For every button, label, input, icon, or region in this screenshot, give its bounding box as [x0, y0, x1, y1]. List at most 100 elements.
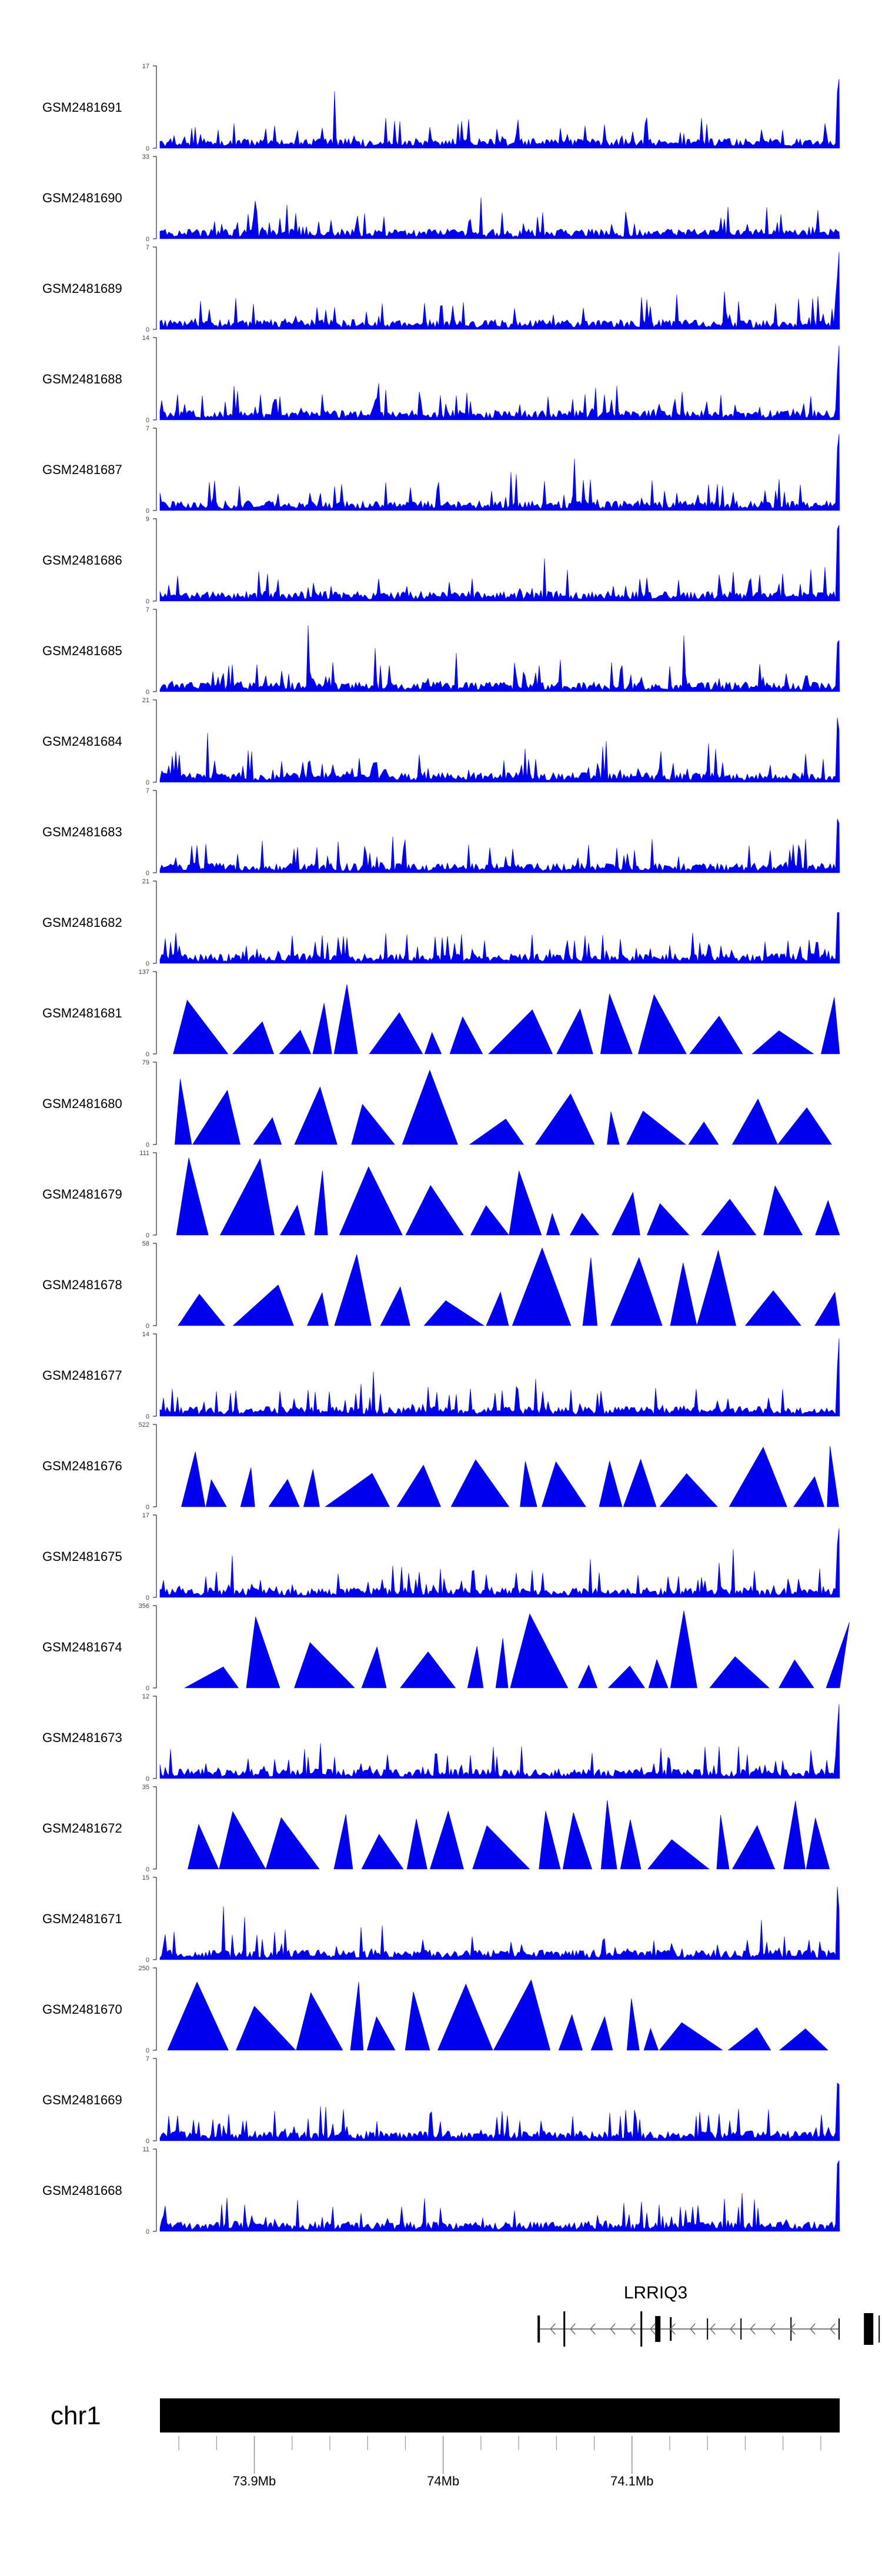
track-GSM2481690: GSM2481690 33 0: [42, 154, 840, 243]
y-max-label: 7: [146, 2056, 149, 2063]
y-max-label: 14: [142, 335, 149, 342]
track-label: GSM2481691: [42, 100, 122, 115]
track-label: GSM2481670: [42, 2002, 122, 2017]
y-max-label: 79: [142, 1059, 149, 1066]
exon-block: [790, 2317, 792, 2341]
x-tick-label: 73.9Mb: [233, 2474, 276, 2488]
y-min-label: 0: [146, 960, 149, 967]
y-min-label: 0: [146, 2047, 149, 2054]
exon-block: [864, 2313, 874, 2345]
track-GSM2481683: GSM2481683 7 0: [42, 788, 840, 877]
signal-area: [184, 1610, 850, 1689]
track-label: GSM2481669: [42, 2093, 122, 2107]
track-label: GSM2481686: [42, 553, 122, 568]
track-GSM2481678: GSM2481678 58 0: [42, 1240, 840, 1330]
signal-area: [178, 1247, 840, 1326]
signal-area: [159, 625, 840, 692]
signal-area: [159, 79, 840, 149]
signal-area: [159, 2083, 840, 2141]
track-GSM2481689: GSM2481689 7 0: [42, 244, 840, 333]
strand-arrow: [590, 2323, 596, 2335]
signal-area: [159, 819, 840, 873]
chromosome-ideogram-track: chr1 73.9Mb 74Mb 74.1Mb: [51, 2398, 840, 2488]
track-label: GSM2481681: [42, 1006, 122, 1020]
exon-block: [640, 2311, 643, 2347]
y-max-label: 7: [146, 788, 149, 795]
y-max-label: 111: [139, 1150, 149, 1157]
y-max-label: 7: [146, 606, 149, 613]
y-min-label: 0: [146, 1504, 149, 1511]
track-label: GSM2481685: [42, 643, 122, 658]
y-min-label: 0: [146, 779, 149, 786]
track-GSM2481676: GSM2481676 522 0: [42, 1422, 839, 1511]
track-label: GSM2481690: [42, 191, 122, 205]
track-GSM2481681: GSM2481681 137 0: [42, 969, 840, 1058]
track-label: GSM2481684: [42, 734, 122, 749]
track-label: GSM2481682: [42, 915, 122, 930]
y-max-label: 21: [142, 697, 149, 704]
strand-arrow: [830, 2323, 836, 2335]
y-min-label: 0: [146, 326, 149, 333]
y-min-label: 0: [146, 870, 149, 877]
signal-area: [181, 1446, 839, 1507]
track-GSM2481686: GSM2481686 9 0: [42, 516, 840, 605]
signal-area: [176, 1157, 840, 1236]
gene-label: LRRIQ3: [624, 2283, 687, 2303]
y-max-label: 7: [146, 244, 149, 251]
strand-arrow: [570, 2323, 576, 2335]
strand-arrow: [630, 2323, 636, 2335]
track-GSM2481674: GSM2481674 356 0: [42, 1603, 850, 1692]
y-min-label: 0: [146, 508, 149, 515]
chromosome-label: chr1: [51, 2401, 101, 2430]
exon-block: [740, 2318, 742, 2340]
exon-block: [563, 2311, 566, 2347]
gene-annotation-track: LRRIQ3: [537, 2283, 880, 2347]
track-GSM2481684: GSM2481684 21 0: [42, 697, 840, 786]
signal-area: [159, 252, 840, 330]
signal-area: [159, 525, 840, 602]
track-label: GSM2481678: [42, 1277, 122, 1292]
track-GSM2481675: GSM2481675 17 0: [42, 1512, 840, 1601]
y-min-label: 0: [146, 2228, 149, 2235]
track-GSM2481670: GSM2481670 250 0: [42, 1965, 828, 2054]
track-label: GSM2481675: [42, 1549, 122, 1564]
y-min-label: 0: [146, 689, 149, 696]
track-label: GSM2481671: [42, 1911, 122, 1926]
y-min-label: 0: [146, 1957, 149, 1964]
y-min-label: 0: [146, 145, 149, 152]
y-max-label: 137: [139, 969, 149, 976]
track-GSM2481691: GSM2481691 17 0: [42, 63, 840, 152]
y-min-label: 0: [146, 2138, 149, 2145]
track-label: GSM2481688: [42, 372, 122, 386]
track-label: GSM2481679: [42, 1187, 122, 1202]
chromosome-band: [160, 2398, 840, 2432]
y-max-label: 15: [142, 1874, 149, 1881]
y-min-label: 0: [146, 1142, 149, 1149]
track-label: GSM2481689: [42, 281, 122, 296]
track-GSM2481687: GSM2481687 7 0: [42, 425, 840, 515]
track-GSM2481679: GSM2481679 111 0: [42, 1150, 840, 1239]
strand-arrow: [670, 2323, 676, 2335]
track-GSM2481672: GSM2481672 35 0: [42, 1784, 830, 1873]
track-label: GSM2481677: [42, 1368, 122, 1383]
y-max-label: 7: [146, 425, 149, 432]
y-max-label: 14: [142, 1331, 149, 1338]
strand-arrow: [730, 2323, 736, 2335]
signal-area: [159, 345, 840, 421]
strand-arrow: [770, 2323, 776, 2335]
y-max-label: 17: [142, 1512, 149, 1519]
y-max-label: 9: [146, 516, 149, 523]
track-GSM2481673: GSM2481673 12 0: [42, 1693, 840, 1783]
y-min-label: 0: [146, 236, 149, 243]
x-tick-label: 74.1Mb: [610, 2474, 653, 2488]
strand-arrow: [790, 2323, 796, 2335]
signal-area: [159, 2160, 840, 2232]
signal-area: [159, 1704, 840, 1779]
signal-area: [173, 984, 840, 1055]
y-min-label: 0: [146, 417, 149, 424]
signal-area: [159, 1338, 840, 1417]
strand-arrow: [650, 2323, 656, 2335]
exon-block: [878, 2315, 880, 2343]
signal-area: [159, 718, 840, 783]
signal-area: [159, 1528, 840, 1598]
